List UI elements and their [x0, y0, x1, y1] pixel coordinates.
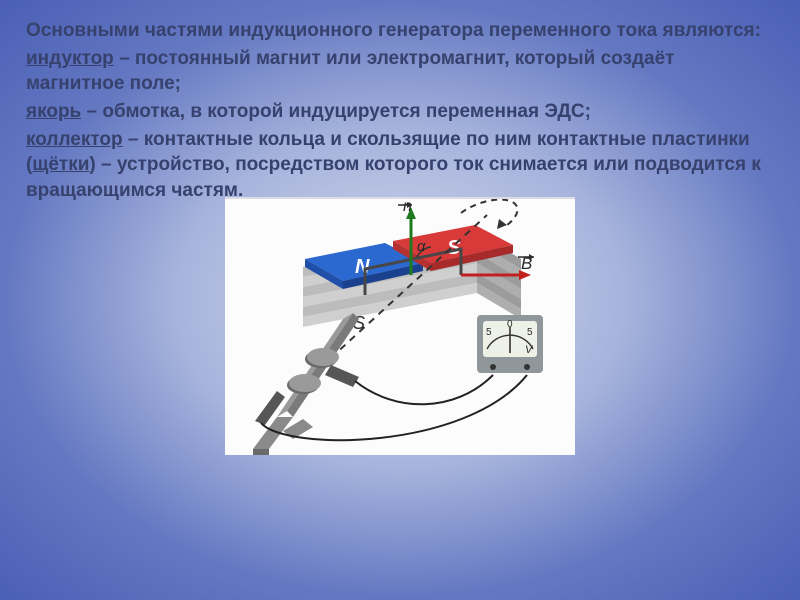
intro-text: Основными частями индукционного генерато…: [26, 18, 774, 44]
slip-ring-1: [305, 348, 339, 368]
def-armature: – обмотка, в которой индуцируется переме…: [81, 101, 591, 122]
armature-line: якорь – обмотка, в которой индуцируется …: [26, 99, 774, 125]
svg-text:5: 5: [486, 327, 492, 338]
voltmeter: 5 0 5 V: [477, 315, 543, 373]
collector-line: коллектор – контактные кольца и скользящ…: [26, 127, 774, 204]
rotation-arrowhead: [497, 219, 507, 229]
rotation-arc: [461, 200, 518, 225]
inductor-line: индуктор – постоянный магнит или электро…: [26, 46, 774, 97]
term-brushes: щётки: [32, 154, 89, 175]
figure-container: N S n: [26, 197, 774, 455]
generator-svg: N S n: [225, 199, 575, 457]
svg-text:5: 5: [527, 327, 533, 338]
term-collector: коллектор: [26, 129, 123, 150]
svg-text:α: α: [417, 238, 426, 255]
def-collector-2: ) – устройство, посредством которого ток…: [26, 154, 761, 201]
term-armature: якорь: [26, 101, 81, 122]
slide-text: Основными частями индукционного генерато…: [26, 18, 774, 203]
generator-figure: N S n: [225, 197, 575, 455]
def-inductor: – постоянный магнит или электромагнит, к…: [26, 48, 674, 95]
svg-text:0: 0: [507, 319, 513, 330]
brush-1: [325, 365, 359, 387]
slip-ring-2: [287, 374, 321, 394]
term-inductor: индуктор: [26, 48, 114, 69]
